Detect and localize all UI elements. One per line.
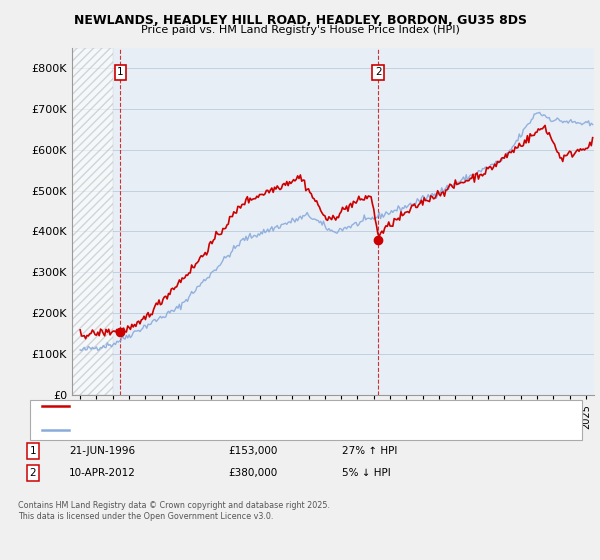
Text: £380,000: £380,000 <box>228 468 277 478</box>
Text: 2: 2 <box>29 468 37 478</box>
Text: 10-APR-2012: 10-APR-2012 <box>69 468 136 478</box>
Text: 5% ↓ HPI: 5% ↓ HPI <box>342 468 391 478</box>
Text: NEWLANDS, HEADLEY HILL ROAD, HEADLEY, BORDON, GU35 8DS: NEWLANDS, HEADLEY HILL ROAD, HEADLEY, BO… <box>74 14 527 27</box>
Text: 1: 1 <box>29 446 37 456</box>
Text: NEWLANDS, HEADLEY HILL ROAD, HEADLEY, BORDON, GU35 8DS (detached house): NEWLANDS, HEADLEY HILL ROAD, HEADLEY, BO… <box>72 401 483 411</box>
Text: Contains HM Land Registry data © Crown copyright and database right 2025.
This d: Contains HM Land Registry data © Crown c… <box>18 501 330 521</box>
Text: 27% ↑ HPI: 27% ↑ HPI <box>342 446 397 456</box>
Text: 1: 1 <box>117 67 124 77</box>
Text: 2: 2 <box>375 67 382 77</box>
Text: Price paid vs. HM Land Registry's House Price Index (HPI): Price paid vs. HM Land Registry's House … <box>140 25 460 35</box>
Text: 21-JUN-1996: 21-JUN-1996 <box>69 446 135 456</box>
Text: HPI: Average price, detached house, East Hampshire: HPI: Average price, detached house, East… <box>72 425 330 435</box>
Text: £153,000: £153,000 <box>228 446 277 456</box>
